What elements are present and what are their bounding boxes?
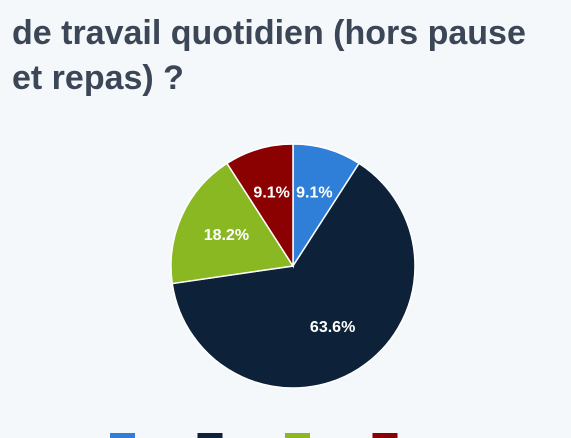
- pie-slice: [171, 162, 416, 389]
- legend-swatch: [285, 433, 310, 438]
- slice-label: 63.6%: [310, 319, 355, 336]
- slice-label: 18.2%: [204, 227, 249, 244]
- legend-swatch: [197, 433, 223, 438]
- slice-label: 9.1%: [296, 185, 332, 202]
- legend-swatch: [372, 433, 398, 438]
- chart-title-line: de travail quotidien (hors pause: [12, 14, 526, 52]
- legend-swatch: [110, 433, 135, 438]
- chart-title-line: et repas) ?: [12, 59, 184, 97]
- pie-slice: [170, 162, 295, 285]
- pie-slice: [225, 143, 294, 269]
- slice-label: 9.1%: [253, 185, 289, 202]
